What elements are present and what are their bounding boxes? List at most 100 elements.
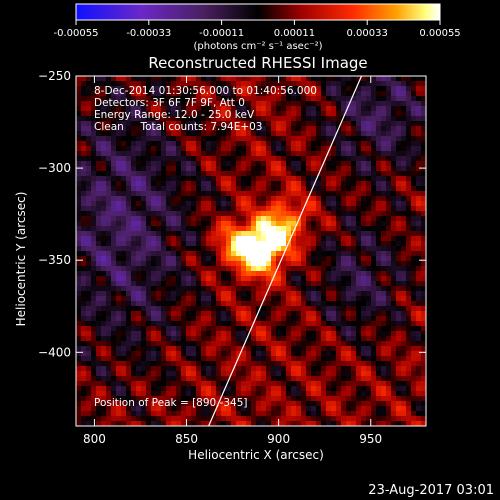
heatmap-cell	[401, 316, 407, 322]
heatmap-cell	[346, 146, 352, 152]
heatmap-cell	[376, 246, 382, 252]
heatmap-cell	[326, 306, 332, 312]
heatmap-cell	[116, 156, 122, 162]
heatmap-cell	[346, 301, 352, 307]
heatmap-cell	[421, 216, 426, 222]
heatmap-cell	[196, 261, 202, 267]
heatmap-cell	[191, 321, 197, 327]
heatmap-cell	[91, 76, 97, 82]
colorbar-tick-label: -0.00011	[199, 28, 244, 39]
heatmap-cell	[336, 226, 342, 232]
heatmap-cell	[406, 161, 412, 167]
heatmap-cell	[116, 361, 122, 367]
heatmap-cell	[241, 301, 247, 307]
heatmap-cell	[346, 141, 352, 147]
heatmap-cell	[146, 96, 152, 102]
heatmap-cell	[411, 151, 417, 157]
heatmap-cell	[326, 76, 332, 82]
heatmap-cell	[361, 271, 367, 277]
heatmap-cell	[361, 341, 367, 347]
heatmap-cell	[326, 226, 332, 232]
heatmap-cell	[161, 76, 167, 82]
heatmap-cell	[156, 391, 162, 397]
heatmap-cell	[126, 161, 132, 167]
heatmap-cell	[96, 161, 102, 167]
heatmap-cell	[236, 86, 242, 92]
heatmap-cell	[251, 171, 257, 177]
heatmap-cell	[106, 296, 112, 302]
heatmap-cell	[176, 411, 182, 417]
heatmap-cell	[186, 146, 192, 152]
heatmap-cell	[416, 251, 422, 257]
heatmap-cell	[331, 371, 337, 377]
heatmap-cell	[206, 106, 212, 112]
heatmap-cell	[356, 136, 362, 142]
heatmap-cell	[161, 106, 167, 112]
heatmap-cell	[321, 191, 327, 197]
heatmap-cell	[386, 281, 392, 287]
heatmap-cell	[351, 211, 357, 217]
heatmap-cell	[371, 316, 377, 322]
heatmap-cell	[201, 276, 207, 282]
heatmap-cell	[241, 186, 247, 192]
heatmap-cell	[291, 151, 297, 157]
heatmap-cell	[326, 371, 332, 377]
heatmap-cell	[411, 251, 417, 257]
heatmap-cell	[201, 176, 207, 182]
heatmap-cell	[86, 86, 92, 92]
heatmap-cell	[266, 181, 272, 187]
heatmap-cell	[146, 86, 152, 92]
heatmap-cell	[276, 206, 282, 212]
heatmap-cell	[421, 391, 426, 397]
heatmap-cell	[361, 246, 367, 252]
heatmap-cell	[401, 181, 407, 187]
heatmap-cell	[381, 376, 387, 382]
heatmap-cell	[171, 246, 177, 252]
heatmap-cell	[286, 251, 292, 257]
heatmap-cell	[236, 401, 242, 407]
heatmap-cell	[336, 256, 342, 262]
heatmap-cell	[411, 221, 417, 227]
heatmap-cell	[346, 366, 352, 372]
heatmap-cell	[421, 236, 426, 242]
heatmap-cell	[216, 351, 222, 357]
heatmap-cell	[326, 91, 332, 97]
heatmap-cell	[216, 266, 222, 272]
heatmap-cell	[191, 406, 197, 412]
heatmap-cell	[186, 256, 192, 262]
heatmap-cell	[321, 346, 327, 352]
heatmap-cell	[386, 311, 392, 317]
heatmap-cell	[211, 356, 217, 362]
heatmap-cell	[296, 81, 302, 87]
heatmap-cell	[411, 371, 417, 377]
heatmap-cell	[111, 376, 117, 382]
heatmap-cell	[341, 121, 347, 127]
heatmap-cell	[276, 231, 282, 237]
heatmap-cell	[361, 131, 367, 137]
heatmap-cell	[176, 106, 182, 112]
heatmap-cell	[126, 226, 132, 232]
heatmap-cell	[336, 86, 342, 92]
heatmap-cell	[341, 111, 347, 117]
heatmap-cell	[406, 411, 412, 417]
heatmap-cell	[381, 256, 387, 262]
heatmap-cell	[421, 111, 426, 117]
heatmap-cell	[176, 376, 182, 382]
heatmap-cell	[151, 286, 157, 292]
heatmap-cell	[371, 76, 377, 82]
heatmap-cell	[386, 416, 392, 422]
heatmap-cell	[196, 221, 202, 227]
heatmap-cell	[256, 131, 262, 137]
heatmap-cell	[421, 246, 426, 252]
heatmap-cell	[216, 371, 222, 377]
heatmap-cell	[121, 421, 127, 426]
heatmap-cell	[201, 286, 207, 292]
heatmap-cell	[356, 171, 362, 177]
heatmap-cell	[346, 196, 352, 202]
heatmap-cell	[231, 406, 237, 412]
heatmap-cell	[411, 161, 417, 167]
heatmap-cell	[191, 201, 197, 207]
heatmap-cell	[156, 331, 162, 337]
heatmap-cell	[421, 106, 426, 112]
heatmap-cell	[371, 356, 377, 362]
